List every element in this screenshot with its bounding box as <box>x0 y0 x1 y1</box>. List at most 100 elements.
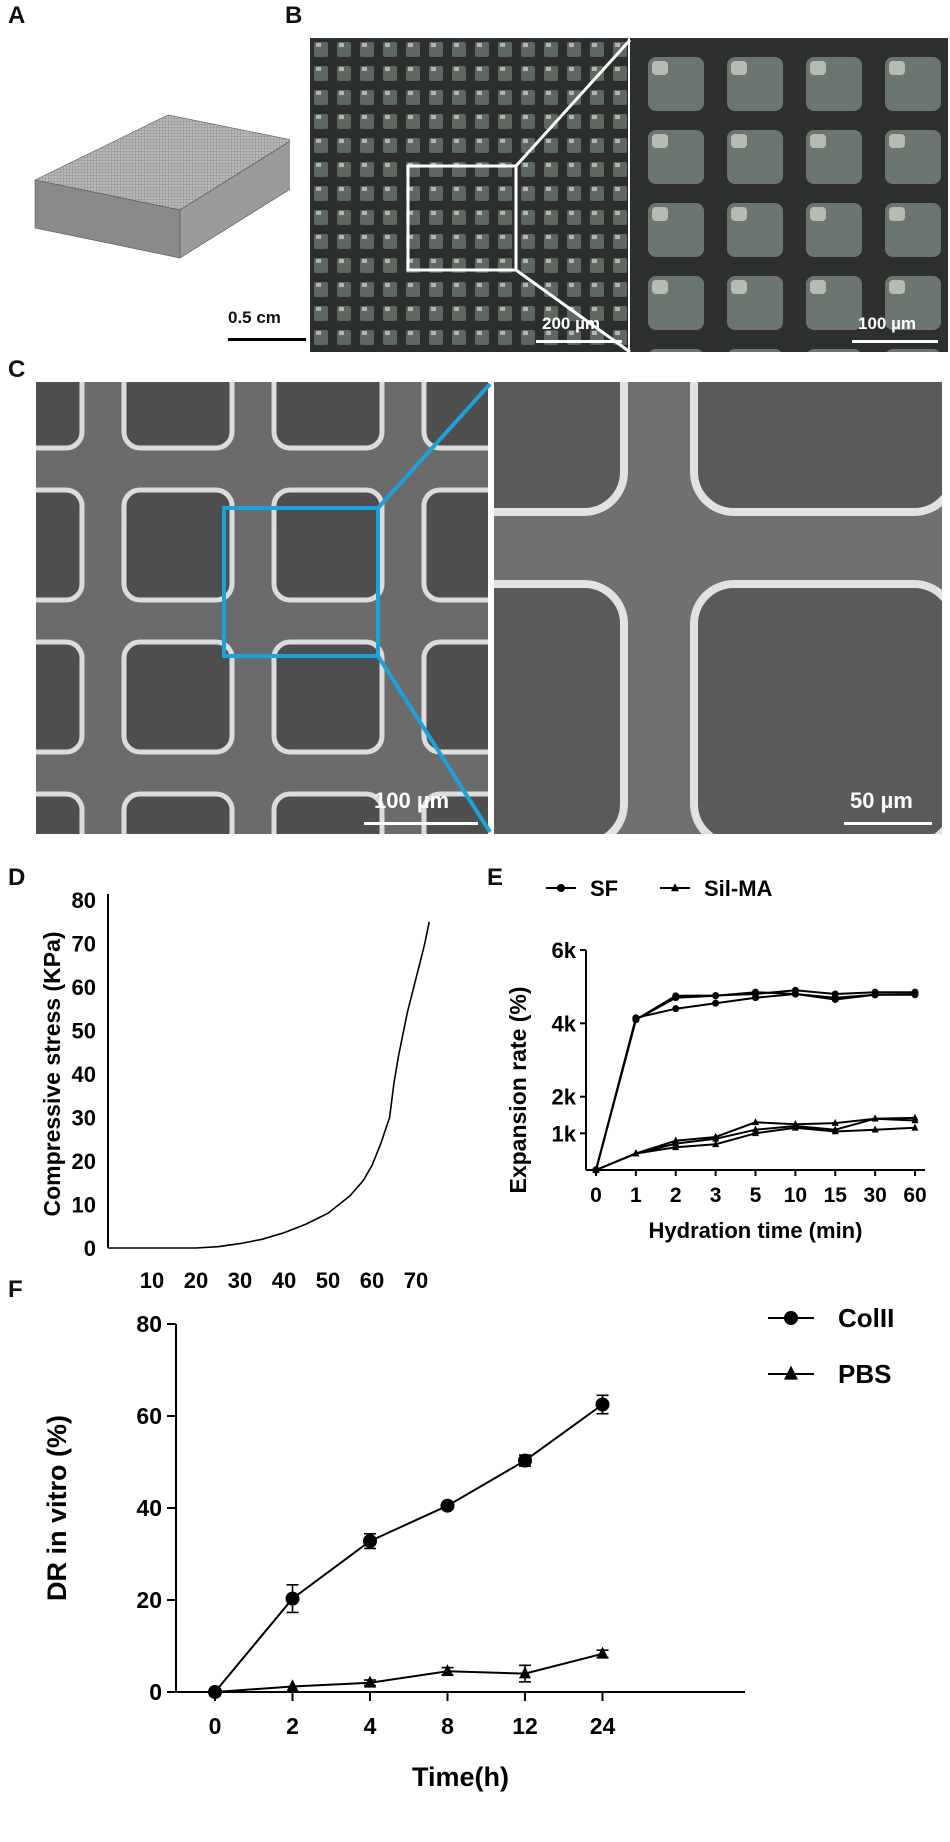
x-tick-label-e: 1 <box>630 1184 642 1207</box>
y-tick-label-e: 1k <box>552 1121 577 1146</box>
x-tick-label-e: 10 <box>784 1184 807 1207</box>
y-axis-title-e: Expansion rate (%) <box>505 986 531 1193</box>
scale-bar-c-left <box>364 822 478 825</box>
point-e-sil-ma <box>911 1123 919 1131</box>
point-f-colii <box>285 1591 300 1606</box>
series-line-f-pbs <box>214 1652 603 1693</box>
x-tick-label-e: 60 <box>903 1184 926 1207</box>
y-tick-label-e: 6k <box>552 938 577 963</box>
point-f-pbs <box>286 1679 299 1692</box>
point-e-sil-ma <box>871 1125 879 1133</box>
panel-label-e: E <box>487 864 504 891</box>
point-e-sil-ma <box>752 1125 759 1133</box>
panel-label-c: C <box>8 356 26 383</box>
zoom-lines-c <box>376 382 492 834</box>
panel-label-d: D <box>8 864 26 891</box>
point-e-sf <box>911 991 919 999</box>
x-axis-title-d: Strain(%) <box>214 1307 315 1310</box>
point-f-colii <box>363 1534 377 1549</box>
point-e-sf <box>672 1005 680 1013</box>
sem-overview: 100 µm <box>36 382 488 834</box>
y-tick-label-f: 20 <box>136 1587 162 1613</box>
y-tick-label-d: 50 <box>72 1019 96 1044</box>
y-tick-label-d: 0 <box>84 1236 96 1261</box>
point-f-pbs <box>596 1646 609 1659</box>
sem-overview-texture <box>36 382 488 834</box>
point-e-sf <box>791 990 799 998</box>
point-f-pbs <box>519 1666 531 1679</box>
y-tick-label-f: 0 <box>149 1679 162 1705</box>
point-e-sf <box>831 996 839 1003</box>
point-e-sil-ma <box>672 1143 680 1151</box>
x-tick-label-d: 20 <box>184 1268 208 1293</box>
series-line-f-colii <box>214 1403 604 1693</box>
x-tick-label-e: 2 <box>670 1184 682 1207</box>
sem-divider <box>488 382 494 834</box>
y-tick-label-d: 30 <box>72 1106 96 1131</box>
micrograph-zoom-texture <box>630 38 948 352</box>
y-axis-title-d: Compressive stress (KPa) <box>39 931 65 1216</box>
point-e-sil-ma <box>831 1118 839 1126</box>
point-f-colii <box>518 1453 532 1468</box>
x-tick-label-d: 60 <box>360 1268 384 1293</box>
point-e-sil-ma <box>911 1116 919 1124</box>
scale-bar-b-left <box>536 340 622 343</box>
x-tick-label-f: 2 <box>286 1713 299 1739</box>
x-tick-label-f: 0 <box>209 1713 222 1739</box>
y-tick-label-d: 60 <box>72 975 96 1000</box>
scale-label-a: 0.5 cm <box>228 308 281 327</box>
x-tick-label-d: 10 <box>140 1268 164 1293</box>
point-e-sil-ma <box>791 1123 799 1131</box>
legend-label-e: SF <box>590 876 618 901</box>
panel-label-b: B <box>285 2 303 29</box>
point-e-sil-ma <box>672 1139 680 1147</box>
point-e-sf <box>632 1016 640 1024</box>
scaffold-3d-render <box>34 114 290 259</box>
point-f-pbs <box>364 1675 376 1688</box>
legend-label-e: Sil-MA <box>704 876 773 901</box>
panel-label-f: F <box>8 1276 23 1303</box>
series-line-e-sf <box>595 992 916 1171</box>
point-e-sf <box>871 991 879 999</box>
x-axis-title-f: Time(h) <box>412 1762 509 1792</box>
point-f-colii <box>440 1498 455 1513</box>
legend-marker-f <box>784 1311 798 1325</box>
y-tick-label-d: 80 <box>72 888 96 913</box>
y-tick-label-d: 10 <box>72 1193 96 1218</box>
y-tick-label-f: 80 <box>136 1311 162 1337</box>
chart-e-expansion: 1k 2k 4k 6k 0 1 2 3 5 10 15 30 60 Hydration time (min… <box>505 876 927 1243</box>
scale-bar-b-right <box>852 340 938 343</box>
y-axis-title-f: DR in vitro (%) <box>42 1415 72 1601</box>
point-f-pbs <box>441 1664 454 1677</box>
point-f-pbs <box>209 1684 221 1697</box>
legend-marker-f <box>784 1365 798 1380</box>
x-tick-label-e: 30 <box>863 1184 886 1207</box>
optical-micrograph-overview: 200 µm <box>310 38 628 352</box>
x-tick-label-f: 8 <box>441 1713 454 1739</box>
x-tick-label-e: 0 <box>590 1184 602 1207</box>
micrograph-grid-texture <box>310 38 628 352</box>
x-tick-label-d: 50 <box>316 1268 340 1293</box>
y-tick-label-e: 2k <box>552 1085 577 1110</box>
x-tick-label-f: 12 <box>512 1713 538 1739</box>
point-e-sil-ma <box>752 1118 759 1126</box>
point-e-sf <box>712 992 720 1000</box>
point-e-sil-ma <box>592 1165 600 1173</box>
legend-label-f: PBS <box>838 1359 891 1389</box>
scale-label-b-right: 100 µm <box>858 314 916 333</box>
sem-zoom: 50 µm <box>494 382 942 834</box>
sem-zoom-texture <box>494 382 942 834</box>
point-e-sf <box>712 999 720 1007</box>
point-e-sil-ma <box>752 1129 759 1137</box>
legend-label-f: ColII <box>838 1303 894 1333</box>
x-tick-label-d: 30 <box>228 1268 252 1293</box>
scale-bar-a <box>228 338 306 341</box>
y-tick-label-d: 40 <box>72 1062 96 1087</box>
optical-micrograph-zoom: 100 µm <box>630 38 948 352</box>
stress-strain-line <box>108 921 430 1249</box>
scale-label-c-right: 50 µm <box>850 788 913 813</box>
y-tick-label-f: 60 <box>136 1403 162 1429</box>
y-tick-label-d: 20 <box>72 1149 96 1174</box>
zoom-lines-b <box>514 38 632 354</box>
